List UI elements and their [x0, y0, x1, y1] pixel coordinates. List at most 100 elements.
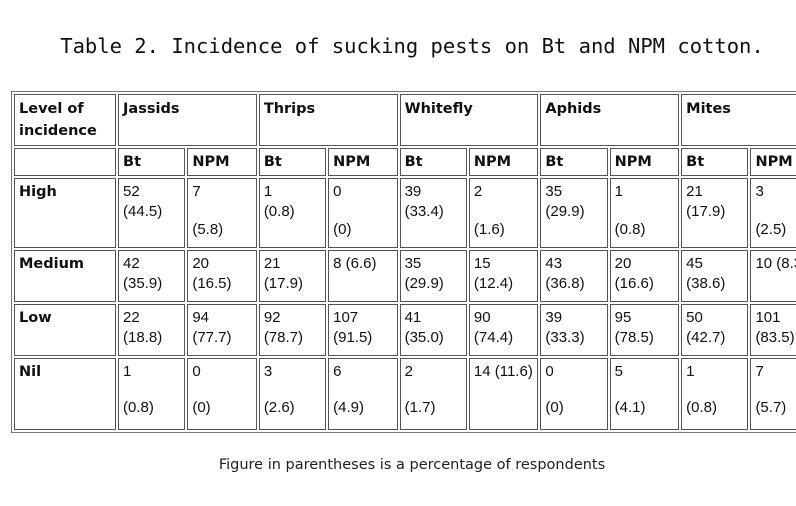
- cell-percentage: (0): [545, 399, 564, 416]
- cell-count: 41: [404, 309, 422, 326]
- cell-count: 45: [686, 255, 703, 272]
- cell-percentage: (0.8): [263, 203, 295, 220]
- cell-count: 21: [686, 183, 703, 200]
- corner-label-line1: Level of: [19, 101, 84, 117]
- cell-percentage: (18.8): [123, 329, 163, 346]
- cell-percentage: (29.9): [404, 275, 444, 292]
- cell-percentage: (2.5): [755, 221, 787, 238]
- cell-percentage: (5.7): [755, 399, 787, 416]
- cell-percentage: (1.6): [473, 221, 505, 238]
- cell-count: 94: [192, 309, 210, 326]
- cell-percentage: (0.8): [686, 399, 717, 416]
- cell-percentage: (16.6): [614, 275, 654, 292]
- table-cell: 39 (33.3): [540, 304, 608, 356]
- bt-header: Bt: [540, 148, 608, 176]
- cell-count: 14 (11.6): [473, 363, 533, 380]
- table-row: Low 22 (18.8) 94 (77.7) 92 (78.7) 107 (91.5) 41 (3…: [14, 304, 796, 356]
- subheader-row: Bt NPM Bt NPM Bt NPM Bt NPM Bt NPM: [14, 148, 796, 176]
- bt-header: Bt: [399, 148, 467, 176]
- cell-count: 0: [545, 363, 554, 380]
- table-row: High 52 (44.5) 7 (5.8) 1 (0.8) 0 (0) 39 (33.4) 2 (1.…: [14, 178, 796, 248]
- cell-count: 92: [263, 309, 281, 326]
- pest-header: Jassids: [118, 94, 257, 146]
- table-cell: 1 (0.8): [118, 358, 186, 430]
- cell-percentage: (0): [192, 399, 211, 416]
- cell-count: 1: [614, 183, 624, 200]
- cell-percentage: (35.0): [404, 329, 444, 346]
- cell-percentage: (4.9): [333, 399, 364, 416]
- cell-count: 52: [123, 183, 140, 200]
- bt-header: Bt: [258, 148, 327, 176]
- pest-header: Mites: [681, 94, 796, 146]
- cell-count: 8 (6.6): [333, 255, 377, 272]
- cell-count: 35: [545, 183, 563, 200]
- bt-header: Bt: [118, 148, 186, 176]
- cell-percentage: (42.7): [686, 329, 726, 346]
- cell-count: 21: [263, 255, 281, 272]
- table-cell: 95 (78.5): [609, 304, 680, 356]
- cell-count: 20: [192, 255, 210, 272]
- cell-count: 107: [333, 309, 359, 326]
- bt-header: Bt: [681, 148, 749, 176]
- cell-percentage: (0.8): [123, 399, 154, 416]
- npm-header: NPM: [187, 148, 257, 176]
- cell-percentage: (44.5): [123, 203, 163, 220]
- table-title: Table 2. Incidence of sucking pests on B…: [60, 34, 764, 58]
- cell-count: 42: [123, 255, 140, 272]
- table-cell: 107 (91.5): [328, 304, 398, 356]
- cell-percentage: (12.4): [473, 275, 514, 292]
- cell-percentage: (36.8): [545, 275, 585, 292]
- cell-percentage: (29.9): [545, 203, 585, 220]
- table-cell: 21 (17.9): [681, 178, 749, 248]
- cell-count: 3: [263, 363, 273, 380]
- pest-header: Thrips: [258, 94, 398, 146]
- table-cell: 52 (44.5): [118, 178, 186, 248]
- cell-count: 22: [123, 309, 140, 326]
- cell-percentage: (78.7): [263, 329, 303, 346]
- table-cell: 94 (77.7): [187, 304, 257, 356]
- table-cell: 6 (4.9): [328, 358, 398, 430]
- table-row: Medium 42 (35.9) 20 (16.5) 21 (17.9) 8 (6.6) 35 (…: [14, 250, 796, 302]
- table-cell: 92 (78.7): [258, 304, 327, 356]
- table-cell: 50 (42.7): [681, 304, 749, 356]
- npm-header: NPM: [750, 148, 796, 176]
- cell-count: 2: [404, 363, 413, 380]
- table-cell: 35 (29.9): [540, 178, 608, 248]
- cell-percentage: (74.4): [473, 329, 514, 346]
- table-cell: 20 (16.5): [187, 250, 257, 302]
- npm-header: NPM: [609, 148, 680, 176]
- cell-percentage: (77.7): [192, 329, 232, 346]
- cell-count: 3: [755, 183, 764, 200]
- cell-count: 95: [614, 309, 632, 326]
- cell-percentage: (35.9): [123, 275, 163, 292]
- table-body: High 52 (44.5) 7 (5.8) 1 (0.8) 0 (0) 39 (33.4) 2 (1.…: [14, 178, 796, 430]
- cell-count: 101: [755, 309, 781, 326]
- cell-percentage: (17.9): [263, 275, 303, 292]
- cell-percentage: (91.5): [333, 329, 373, 346]
- cell-percentage: (33.3): [545, 329, 585, 346]
- pest-header: Aphids: [540, 94, 680, 146]
- cell-count: 10 (8.3: [755, 255, 796, 272]
- cell-percentage: (1.7): [404, 399, 436, 416]
- cell-percentage: (83.5): [755, 329, 795, 346]
- table-cell: 45 (38.6): [681, 250, 749, 302]
- header-row: Level of incidence Jassids Thrips Whitef…: [14, 94, 796, 146]
- table-cell: 15 (12.4): [468, 250, 539, 302]
- table-cell: 1 (0.8): [258, 178, 327, 248]
- cell-percentage: (0): [333, 221, 352, 238]
- cell-percentage: (2.6): [263, 399, 295, 416]
- cell-count: 7: [192, 183, 201, 200]
- cell-count: 0: [192, 363, 201, 380]
- table-cell: 2 (1.7): [399, 358, 467, 430]
- table-cell: 0 (0): [540, 358, 608, 430]
- row-label: Nil: [14, 358, 117, 430]
- cell-count: 39: [404, 183, 422, 200]
- table-cell: 35 (29.9): [399, 250, 467, 302]
- cell-percentage: (5.8): [192, 221, 224, 238]
- table-cell: 3 (2.5): [750, 178, 796, 248]
- table-cell: 90 (74.4): [468, 304, 539, 356]
- table-cell: 8 (6.6): [328, 250, 398, 302]
- cell-count: 43: [545, 255, 563, 272]
- cell-count: 20: [614, 255, 632, 272]
- table-cell: 7 (5.7): [750, 358, 796, 430]
